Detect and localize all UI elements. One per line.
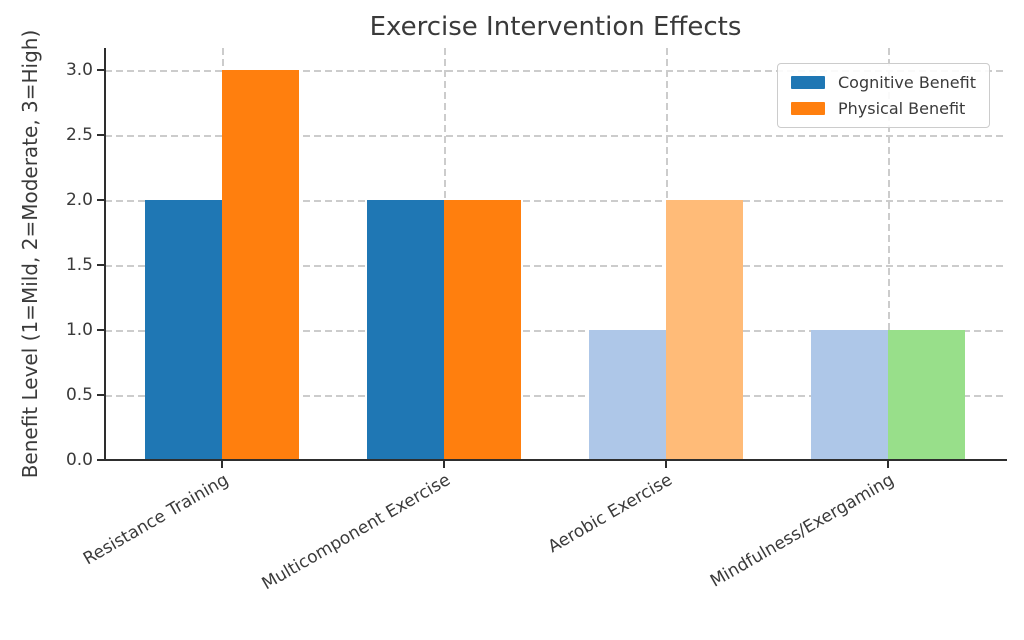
y-tick-label-0.0: 0.0 <box>65 450 93 470</box>
x-tick-mark-resistance-training <box>221 460 223 468</box>
y-tick-label-0.5: 0.5 <box>65 385 93 405</box>
x-tick-mark-mindfulness-exergaming <box>887 460 889 468</box>
bar-cognitive-benefit-mindfulness-exergaming <box>811 330 888 460</box>
y-tick-mark-2.5 <box>97 134 105 136</box>
legend: Cognitive Benefit Physical Benefit <box>777 63 990 128</box>
h-gridline-2.0 <box>105 200 1006 202</box>
y-tick-label-2.0: 2.0 <box>65 190 93 210</box>
bar-cognitive-benefit-aerobic-exercise <box>589 330 666 460</box>
x-axis-line <box>104 459 1007 461</box>
h-gridline-1.5 <box>105 265 1006 267</box>
y-axis-line <box>104 48 106 461</box>
y-tick-mark-0.0 <box>97 459 105 461</box>
h-gridline-2.5 <box>105 135 1006 137</box>
y-tick-mark-1.5 <box>97 264 105 266</box>
y-tick-mark-3.0 <box>97 69 105 71</box>
y-tick-mark-2.0 <box>97 199 105 201</box>
h-gridline-0.5 <box>105 395 1006 397</box>
bar-physical-benefit-resistance-training <box>222 70 299 460</box>
chart-title: Exercise Intervention Effects <box>369 12 742 42</box>
x-tick-mark-multicomponent-exercise <box>443 460 445 468</box>
bar-physical-benefit-mindfulness-exergaming <box>888 330 965 460</box>
legend-entry-cognitive-benefit: Cognitive Benefit <box>791 73 976 92</box>
y-tick-label-1.0: 1.0 <box>65 320 93 340</box>
y-tick-label-1.5: 1.5 <box>65 255 93 275</box>
bar-physical-benefit-aerobic-exercise <box>666 200 743 460</box>
legend-swatch-cognitive-benefit <box>791 76 825 89</box>
y-tick-mark-0.5 <box>97 394 105 396</box>
legend-label-cognitive-benefit: Cognitive Benefit <box>838 73 976 92</box>
bar-physical-benefit-multicomponent-exercise <box>444 200 521 460</box>
y-tick-label-3.0: 3.0 <box>65 60 93 80</box>
x-tick-label-aerobic-exercise: Aerobic Exercise <box>544 470 676 558</box>
legend-swatch-physical-benefit <box>791 102 825 115</box>
h-gridline-3.0 <box>105 70 1006 72</box>
x-tick-label-multicomponent-exercise: Multicomponent Exercise <box>258 470 454 595</box>
x-tick-mark-aerobic-exercise <box>665 460 667 468</box>
v-gridline-mindfulness-exergaming <box>888 48 890 460</box>
legend-entry-physical-benefit: Physical Benefit <box>791 99 976 118</box>
x-tick-label-resistance-training: Resistance Training <box>79 470 232 570</box>
x-tick-label-mindfulness-exergaming: Mindfulness/Exergaming <box>707 470 898 592</box>
bar-cognitive-benefit-resistance-training <box>145 200 222 460</box>
legend-label-physical-benefit: Physical Benefit <box>838 99 966 118</box>
y-tick-label-2.5: 2.5 <box>65 125 93 145</box>
bar-cognitive-benefit-multicomponent-exercise <box>367 200 444 460</box>
h-gridline-1.0 <box>105 330 1006 332</box>
y-tick-mark-1.0 <box>97 329 105 331</box>
